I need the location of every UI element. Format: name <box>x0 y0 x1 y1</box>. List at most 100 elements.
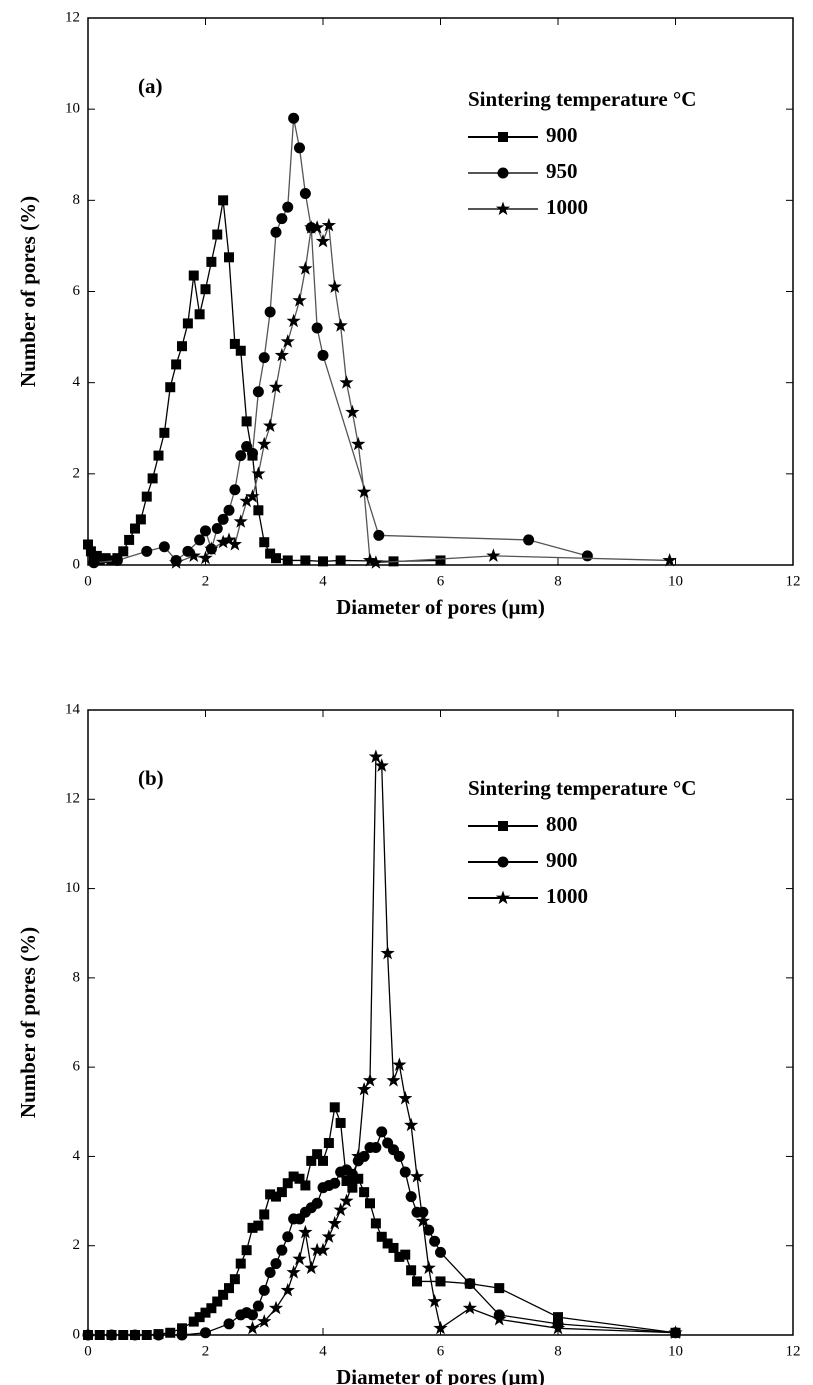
marker <box>523 534 535 546</box>
marker <box>309 220 325 234</box>
marker <box>264 1267 276 1278</box>
marker <box>224 1283 234 1294</box>
marker <box>85 546 96 557</box>
marker <box>335 555 346 566</box>
marker <box>252 1300 264 1312</box>
marker <box>327 279 342 294</box>
marker <box>393 1150 405 1162</box>
marker <box>223 1318 235 1330</box>
marker <box>106 1329 117 1341</box>
marker <box>662 552 677 567</box>
marker <box>206 256 217 267</box>
marker <box>292 293 307 307</box>
marker <box>315 233 331 248</box>
y-tick-label: 6 <box>73 283 81 299</box>
marker <box>345 1175 360 1190</box>
marker <box>362 552 378 567</box>
legend-title: Sintering temperature °C <box>468 776 696 800</box>
x-tick-label: 0 <box>84 573 92 589</box>
x-axis-title: Diameter of pores (μm) <box>336 595 545 619</box>
marker <box>264 306 276 318</box>
marker <box>239 493 254 508</box>
marker <box>218 1289 229 1300</box>
series-line <box>175 225 670 564</box>
marker <box>494 1283 505 1294</box>
marker <box>356 1081 372 1096</box>
marker <box>435 1246 446 1258</box>
marker <box>227 536 243 551</box>
marker <box>394 1251 405 1262</box>
y-axis-title: Number of pores (%) <box>16 196 40 387</box>
marker <box>282 1178 293 1189</box>
marker <box>403 1117 419 1132</box>
marker <box>153 1329 164 1341</box>
marker <box>299 187 311 199</box>
marker <box>486 548 501 562</box>
marker <box>265 548 276 559</box>
series <box>83 1102 681 1340</box>
marker <box>435 555 446 566</box>
marker <box>464 1278 476 1290</box>
legend-title: Sintering temperature °C <box>468 87 696 111</box>
y-tick-label: 2 <box>73 1237 81 1253</box>
marker <box>218 195 229 206</box>
marker <box>435 1276 446 1287</box>
marker <box>280 334 295 348</box>
marker <box>259 537 270 548</box>
marker <box>94 555 105 566</box>
marker <box>200 1307 211 1318</box>
x-tick-label: 10 <box>668 573 683 589</box>
marker <box>165 382 176 393</box>
marker <box>400 1249 411 1260</box>
marker <box>100 553 111 564</box>
x-tick-label: 2 <box>202 573 210 589</box>
x-tick-label: 6 <box>437 1343 445 1359</box>
series <box>83 195 446 567</box>
marker <box>347 1182 358 1193</box>
marker <box>370 1142 382 1153</box>
panel-label: (b) <box>138 766 164 790</box>
marker <box>176 1329 188 1341</box>
y-tick-label: 4 <box>73 1148 81 1164</box>
legend-marker <box>498 132 508 142</box>
marker <box>333 1202 348 1217</box>
marker <box>212 229 223 240</box>
marker <box>317 349 329 361</box>
marker <box>171 359 182 370</box>
marker <box>329 1102 340 1113</box>
marker <box>429 1235 441 1247</box>
marker <box>318 556 328 567</box>
marker <box>462 1300 478 1315</box>
marker <box>386 1073 401 1087</box>
marker <box>259 1209 270 1220</box>
marker <box>282 201 294 213</box>
marker <box>257 1314 272 1328</box>
marker <box>492 1311 507 1326</box>
marker <box>300 1180 311 1191</box>
marker <box>270 226 282 238</box>
x-tick-label: 0 <box>84 1343 92 1359</box>
marker <box>376 1231 387 1242</box>
y-tick-label: 2 <box>73 465 81 481</box>
marker <box>258 352 270 364</box>
y-tick-label: 8 <box>73 969 81 985</box>
marker <box>288 112 300 124</box>
marker <box>298 1224 313 1239</box>
x-tick-label: 10 <box>668 1343 683 1359</box>
marker <box>406 1265 417 1276</box>
marker <box>194 1312 205 1323</box>
marker <box>323 1138 334 1149</box>
plot-frame <box>87 709 794 1336</box>
marker <box>241 416 252 427</box>
y-tick-label: 4 <box>73 374 81 390</box>
marker <box>182 318 193 329</box>
marker <box>365 1198 375 1209</box>
marker <box>353 1173 364 1184</box>
marker <box>135 514 146 525</box>
marker <box>241 1245 252 1256</box>
marker <box>335 1117 346 1128</box>
y-tick-label: 12 <box>65 791 80 807</box>
marker <box>252 386 264 398</box>
series <box>168 217 677 569</box>
